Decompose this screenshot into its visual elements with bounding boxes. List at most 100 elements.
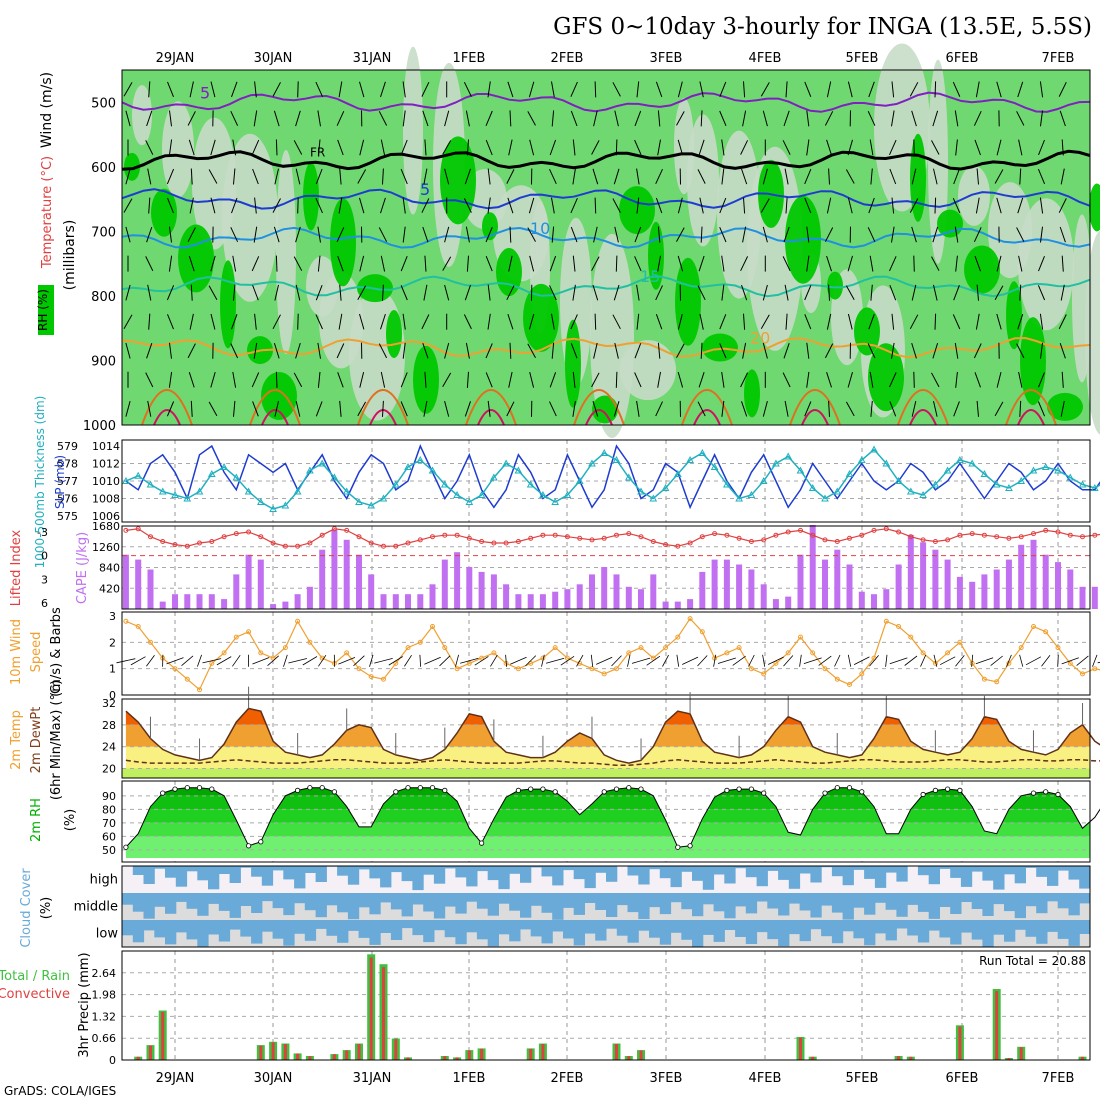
wind-barb xyxy=(572,168,576,185)
rh-dry-area xyxy=(958,165,990,226)
wind10-barb xyxy=(388,656,403,666)
wind10-barb xyxy=(374,658,393,664)
cloud-cell xyxy=(788,920,801,935)
isotherm-label: 5 xyxy=(420,180,430,199)
thickness-point xyxy=(845,469,854,477)
lifted-index-point xyxy=(1018,534,1024,540)
precip-conv-bar xyxy=(615,1044,618,1060)
temp-tick: 32 xyxy=(102,697,116,710)
wind10-barb xyxy=(232,654,241,667)
rh-band-area xyxy=(149,795,1072,810)
thickness-point xyxy=(870,445,878,453)
cloud-cell xyxy=(606,920,618,929)
lifted-index-point xyxy=(822,537,828,543)
thickness-tick: 576 xyxy=(57,493,78,506)
wind-barb xyxy=(996,313,1002,330)
cloud-cell xyxy=(735,866,747,869)
wind-barb xyxy=(252,285,259,301)
rh-moist-area xyxy=(413,345,439,414)
wind-barb xyxy=(955,139,958,156)
wind-barb xyxy=(336,227,345,243)
cloud-cell xyxy=(1068,920,1080,946)
wind-barb xyxy=(551,342,555,359)
cloud-cell xyxy=(960,920,973,933)
cloud-cell xyxy=(1079,866,1091,889)
wind-barb xyxy=(974,255,981,272)
cloud-cell xyxy=(165,893,177,914)
cape-bar xyxy=(1067,569,1074,609)
wind-barb xyxy=(231,81,238,98)
wind-barb xyxy=(466,371,469,388)
wind-barb xyxy=(891,197,895,214)
thickness-tick: 579 xyxy=(57,440,78,453)
thickness-point xyxy=(624,473,633,481)
wind10-tick: 2 xyxy=(109,636,116,649)
thickness-point xyxy=(134,471,143,479)
cloud-cell xyxy=(251,893,263,913)
wind-barb xyxy=(719,197,727,214)
wind-speed-point xyxy=(847,682,852,687)
cloud-cell xyxy=(681,893,693,910)
wind-barb xyxy=(743,313,746,330)
wind-barb xyxy=(911,168,917,185)
cloud-cell xyxy=(444,920,456,938)
cloud-cell xyxy=(853,866,865,870)
cloud-cell xyxy=(767,893,779,909)
wind-barb xyxy=(549,139,557,156)
lifted-index-point xyxy=(969,531,975,537)
cloud-cell xyxy=(229,920,241,930)
wind-barb xyxy=(636,313,640,330)
wind-barb xyxy=(274,400,279,417)
cloud-cell xyxy=(993,920,1005,935)
rh-point xyxy=(209,786,215,792)
wind-barb xyxy=(529,139,535,156)
wind-barb xyxy=(315,168,323,185)
wind-barb xyxy=(167,197,174,214)
lifted-index-point xyxy=(319,532,325,538)
cloud-cell xyxy=(1068,866,1080,880)
cloud-cell xyxy=(122,893,134,905)
wind-speed-point xyxy=(675,634,681,640)
wind-barb xyxy=(677,313,683,330)
wind10-barb xyxy=(130,656,146,666)
wind-speed-point xyxy=(393,660,399,666)
cloud-cell xyxy=(509,920,521,942)
wind-barb xyxy=(996,81,1002,98)
wind-barb xyxy=(783,226,790,243)
wind-barb xyxy=(594,313,597,330)
cloud-cell xyxy=(186,866,198,872)
thickness-point xyxy=(330,473,339,481)
wind10-barb xyxy=(252,657,270,665)
cape-bar xyxy=(539,594,546,609)
wind10-barb xyxy=(783,655,794,667)
wind-barb xyxy=(485,256,493,272)
cloud-cell xyxy=(552,866,564,886)
cloud-cell xyxy=(541,866,553,877)
wind-barb xyxy=(657,371,661,388)
rh-point xyxy=(822,790,828,796)
thickness-point xyxy=(649,494,658,502)
thickness-point xyxy=(171,490,179,498)
cloud-cell xyxy=(563,920,575,939)
cloud-cell xyxy=(960,893,973,902)
wind-barb xyxy=(740,256,749,272)
wind10-barb xyxy=(338,657,356,665)
thickness-point xyxy=(355,497,363,505)
thickness-point xyxy=(612,455,621,463)
wind-barb xyxy=(847,81,853,98)
cloud-cell xyxy=(326,920,338,936)
lifted-index-point xyxy=(638,534,644,540)
cape-bar xyxy=(122,554,129,609)
thickness-point xyxy=(428,466,437,474)
wind-barb xyxy=(527,343,536,359)
wind-barb xyxy=(847,313,853,330)
isotherm-label: FR xyxy=(310,145,325,159)
rh-point xyxy=(601,789,607,795)
wind-barb xyxy=(933,168,938,185)
lifted-index-point xyxy=(748,539,754,544)
wind-barb xyxy=(804,401,812,417)
cloud-cover-panel: high middle low Cloud Cover (%) xyxy=(19,865,1091,948)
wind-speed-point xyxy=(626,650,632,656)
dewpt-axis-label: 2m DewPt xyxy=(29,707,44,774)
wind-barb xyxy=(911,342,917,359)
